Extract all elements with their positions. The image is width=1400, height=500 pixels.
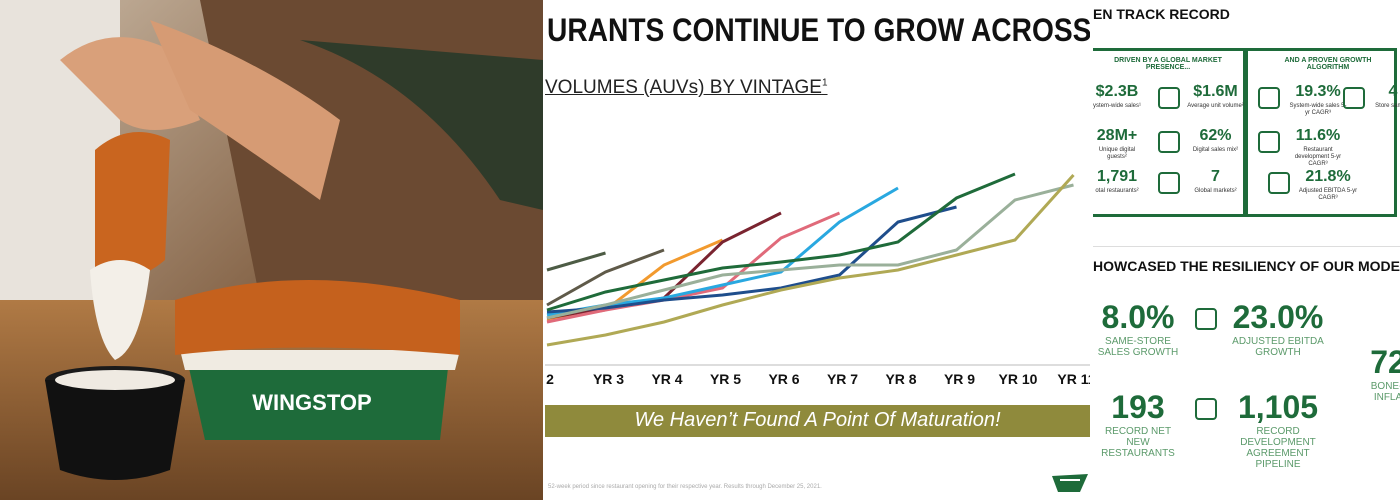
- series-line: [546, 205, 957, 314]
- x-tick-label: YR 6: [768, 371, 799, 387]
- icon: [1343, 87, 1365, 109]
- series-line: [546, 238, 724, 322]
- big-label: SAME-STORE SALES GROWTH: [1097, 336, 1179, 358]
- x-tick-label: YR 4: [651, 371, 682, 387]
- slide-subtitle: VOLUMES (AUVs) BY VINTAGE1: [545, 77, 828, 99]
- stat-label: Store same-s: [1375, 103, 1400, 109]
- subtitle-text: VOLUMES (AUVs) BY VINTAGE: [545, 77, 822, 98]
- stat-value: 28M+: [1096, 127, 1138, 144]
- stats-slide: EN TRACK RECORD DRIVEN BY A GLOBAL MARKE…: [1093, 0, 1400, 500]
- stat-label: Average unit volume²: [1187, 103, 1244, 109]
- big-value: 8.0%: [1101, 299, 1175, 335]
- icon: [1258, 131, 1280, 153]
- icon: [1258, 87, 1280, 109]
- stat-label: Digital sales mix²: [1192, 147, 1239, 153]
- series-line: [546, 211, 841, 324]
- photo: WINGSTOP: [0, 0, 543, 500]
- x-tick-label: YR 11: [1057, 371, 1090, 387]
- stat-label: ystem-wide sales¹: [1093, 103, 1142, 109]
- stat-label: Restaurant development 5-yr CAGR³: [1294, 147, 1342, 167]
- stat-label: otal restaurants²: [1095, 188, 1139, 194]
- series-line: [546, 251, 606, 272]
- stat-value: 21.8%: [1305, 168, 1351, 185]
- icon: [1268, 172, 1290, 194]
- banner: [545, 405, 1090, 437]
- x-tick-label: YR 9: [944, 371, 975, 387]
- icon: [1158, 131, 1180, 153]
- x-tick-label: YR 7: [827, 371, 858, 387]
- big-value: 23.0%: [1232, 299, 1324, 335]
- x-tick-label: YR 3: [593, 371, 624, 387]
- series-line: [546, 248, 665, 307]
- stat-label: Global markets²: [1194, 188, 1237, 194]
- separator: [1093, 246, 1400, 247]
- slide: URANTS CONTINUE TO GROW ACROSS ALL V VOL…: [545, 0, 1090, 500]
- stats-title-2: HOWCASED THE RESILIENCY OF OUR MODEL: [1093, 258, 1400, 274]
- stat-value: 11.6%: [1295, 127, 1341, 144]
- stat-value: $1.6M: [1193, 83, 1238, 100]
- icon: [1195, 308, 1217, 330]
- slide-title: URANTS CONTINUE TO GROW ACROSS ALL V: [547, 12, 1090, 48]
- banner-text: We Haven’t Found A Point Of Maturation!: [634, 409, 1001, 431]
- big-value: 72: [1370, 344, 1400, 380]
- x-tick-label: YR 8: [885, 371, 916, 387]
- subtitle-note: 1: [821, 77, 828, 89]
- stats-title: EN TRACK RECORD: [1093, 6, 1230, 22]
- right-header: AND A PROVEN GROWTH ALGORITHM: [1284, 57, 1372, 71]
- icon: [1158, 172, 1180, 194]
- icon: [1195, 398, 1217, 420]
- stat-label: Unique digital guests²: [1098, 147, 1136, 160]
- big-value: 193: [1111, 389, 1165, 425]
- x-tick-label: YR 5: [710, 371, 741, 387]
- stat-value: 62%: [1199, 127, 1232, 144]
- series-line: [546, 172, 1016, 312]
- logo: [1052, 474, 1088, 492]
- chart: 2 YR 3 YR 4 YR 5 YR 6 YR 7 YR 8 YR 9 YR 10 YR 11: [545, 172, 1090, 387]
- stat-value: 7: [1211, 168, 1220, 185]
- x-tick-label: YR 10: [999, 371, 1038, 387]
- divider: [1243, 48, 1248, 214]
- big-label: BONE-I INFLA: [1370, 381, 1400, 403]
- big-label: ADJUSTED EBITDA GROWTH: [1232, 336, 1324, 358]
- x-tick-label: 2: [546, 371, 554, 387]
- logo-text: WINGSTOP: [252, 390, 371, 415]
- series-line: [546, 183, 1074, 320]
- stat-value: 1,791: [1096, 168, 1138, 185]
- stat-value: $2.3B: [1095, 83, 1139, 100]
- big-value: 1,105: [1237, 389, 1319, 425]
- stat-value: 19.3%: [1295, 83, 1341, 100]
- big-label: RECORD DEVELOPMENT AGREEMENT PIPELINE: [1240, 426, 1316, 470]
- series-line: [546, 173, 1075, 347]
- stat-value: 4: [1388, 83, 1398, 100]
- big-label: RECORD NET NEW RESTAURANTS: [1101, 426, 1175, 459]
- icon: [1158, 87, 1180, 109]
- footnote: 52-week period since restaurant opening …: [548, 484, 822, 490]
- stat-label: Adjusted EBITDA 5-yr CAGR³: [1298, 188, 1358, 201]
- left-header: DRIVEN BY A GLOBAL MARKET PRESENCE...: [1114, 57, 1222, 71]
- stat-label: System-wide sales 5-yr CAGR³: [1289, 103, 1347, 116]
